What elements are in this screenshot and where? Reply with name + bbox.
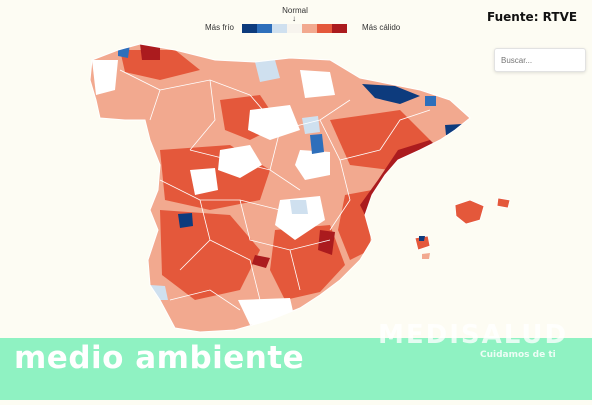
source-label: Fuente: RTVE [487, 10, 578, 24]
region-normal [300, 70, 335, 98]
region-borders [119, 69, 431, 311]
region-hot [160, 210, 260, 300]
search-input[interactable] [494, 48, 586, 72]
spain-outline [89, 43, 471, 333]
legend-cold-label: Más frío [205, 23, 234, 32]
brand-watermark: MEDISALUD [378, 320, 569, 350]
legend-swatch [287, 24, 302, 33]
legend-swatch [332, 24, 347, 33]
region-base [90, 44, 470, 332]
region-very-cold [362, 84, 420, 104]
brand-tagline: Cuidamos de ti [480, 350, 556, 360]
legend-arrow-icon: ↓ [292, 14, 296, 23]
formentera[interactable] [422, 253, 430, 259]
ibiza-cold-patch [419, 236, 425, 241]
region-normal [190, 168, 218, 195]
region-cold [118, 44, 130, 58]
legend-swatch [302, 24, 317, 33]
region-cool [302, 116, 320, 134]
legend-swatch [242, 24, 257, 33]
menorca[interactable] [496, 197, 511, 209]
region-normal [275, 196, 325, 240]
legend-swatch [257, 24, 272, 33]
region-cold [425, 96, 436, 106]
region-very-cold [178, 213, 193, 228]
region-cool [255, 60, 280, 82]
legend-color-scale [242, 24, 347, 33]
category-banner [0, 338, 592, 400]
region-normal [92, 60, 118, 95]
legend-swatch [317, 24, 332, 33]
region-normal [295, 150, 330, 180]
legend-warm-label: Más cálido [362, 23, 401, 32]
legend-normal-label: Normal [282, 6, 308, 15]
region-hot [120, 50, 200, 80]
region-cool [290, 200, 308, 214]
region-normal [218, 145, 262, 178]
region-very-hot [252, 255, 270, 268]
region-very-hot [318, 230, 335, 255]
banner-title: medio ambiente [14, 340, 305, 376]
legend-swatch [272, 24, 287, 33]
mallorca[interactable] [454, 199, 485, 225]
region-cold [310, 134, 324, 154]
region-very-hot [140, 44, 160, 60]
